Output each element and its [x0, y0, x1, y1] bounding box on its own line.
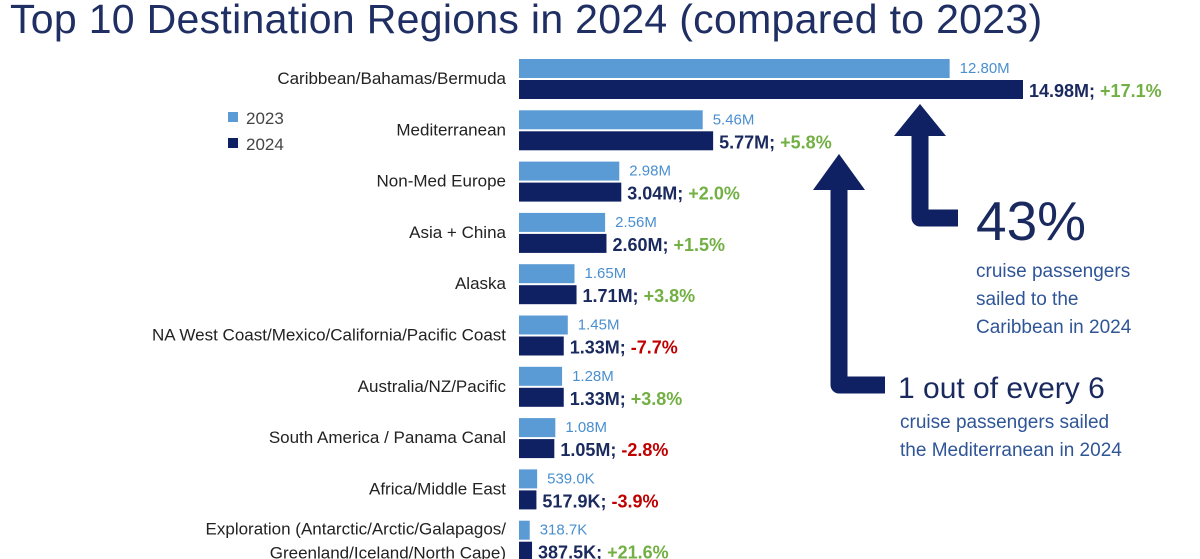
bar-2024	[519, 233, 607, 253]
value-2024: 1.33M;	[570, 389, 631, 409]
legend: 2023 2024	[228, 109, 284, 154]
category-label: Asia + China	[409, 223, 506, 242]
data-label-2023: 539.0K	[547, 470, 595, 487]
bar-2023	[519, 110, 703, 130]
category-label: Caribbean/Bahamas/Bermuda	[277, 69, 506, 88]
data-label-2023: 318.7K	[540, 522, 588, 539]
data-label-2023: 1.45M	[578, 317, 620, 334]
bar-2024	[519, 285, 577, 305]
data-label-2023: 12.80M	[960, 60, 1010, 77]
bar-2024	[519, 490, 537, 510]
change-percent: +5.8%	[780, 132, 832, 152]
value-2024: 517.9K;	[542, 491, 611, 511]
value-2024: 3.04M;	[627, 184, 688, 204]
chart-title: Top 10 Destination Regions in 2024 (comp…	[10, 0, 1043, 42]
bar-2024	[519, 336, 564, 356]
bar-2024	[519, 439, 555, 459]
annotation-text: cruise passengers sailed	[900, 412, 1109, 433]
annotation-text: sailed to the	[976, 289, 1078, 310]
annotations-group: 43% cruise passengers sailed to the Caribbe…	[898, 190, 1132, 461]
value-2024: 1.71M;	[583, 286, 644, 306]
legend-label: 2023	[246, 109, 284, 128]
value-2024: 2.60M;	[612, 235, 673, 255]
data-label-2024: 1.33M; -7.7%	[570, 338, 678, 358]
change-percent: -3.9%	[611, 491, 658, 511]
arrow-caribbean-head	[894, 104, 946, 136]
bar-2024	[519, 80, 1023, 99]
data-label-2024: 1.71M; +3.8%	[583, 286, 696, 306]
arrow-mediterranean-head	[813, 154, 865, 190]
change-percent: +3.8%	[631, 389, 683, 409]
value-2024: 1.05M;	[560, 440, 621, 460]
change-percent: +2.0%	[688, 184, 740, 204]
data-label-2023: 1.65M	[585, 265, 627, 282]
change-percent: -7.7%	[631, 338, 678, 358]
legend-swatch	[228, 112, 238, 122]
bar-2023	[519, 315, 568, 335]
data-label-2024: 387.5K; +21.6%	[538, 543, 669, 559]
arrow-caribbean-shaft	[911, 128, 958, 227]
annotation-text: Caribbean in 2024	[976, 317, 1132, 338]
bar-2023	[519, 161, 620, 181]
category-label: Greenland/Iceland/North Cape)	[270, 544, 506, 559]
category-label: Exploration (Antarctic/Arctic/Galapagos/	[206, 520, 507, 539]
bar-2024	[519, 182, 622, 202]
data-label-2024: 2.60M; +1.5%	[612, 235, 725, 255]
category-label: Mediterranean	[396, 120, 506, 139]
bar-2023	[519, 418, 556, 438]
data-label-2023: 1.28M	[572, 368, 614, 385]
bars-group	[519, 59, 1023, 559]
bar-2024	[519, 541, 533, 559]
annotation-headline: 43%	[976, 190, 1086, 252]
annotation-arrows	[813, 104, 958, 394]
bar-2023	[519, 366, 563, 386]
category-label: Alaska	[455, 274, 507, 293]
change-percent: +21.6%	[607, 543, 669, 559]
data-label-2023: 2.56M	[615, 214, 657, 231]
bar-2023	[519, 469, 538, 489]
category-label: South America / Panama Canal	[269, 428, 506, 447]
change-percent: -2.8%	[621, 440, 668, 460]
data-label-2023: 5.46M	[713, 111, 755, 128]
data-label-2024: 1.33M; +3.8%	[570, 389, 683, 409]
legend-label: 2024	[246, 135, 284, 154]
data-label-2024: 517.9K; -3.9%	[542, 491, 658, 511]
change-percent: +1.5%	[674, 235, 726, 255]
value-2024: 5.77M;	[719, 132, 780, 152]
data-label-2024: 3.04M; +2.0%	[627, 184, 740, 204]
bar-2023	[519, 59, 950, 78]
change-percent: +17.1%	[1100, 81, 1162, 101]
labels-group: Caribbean/Bahamas/Bermuda 12.80M 14.98M; +…	[152, 60, 1162, 559]
bar-2023	[519, 264, 575, 284]
value-2024: 1.33M;	[570, 338, 631, 358]
category-label: Non-Med Europe	[377, 172, 506, 191]
value-2024: 387.5K;	[538, 543, 607, 559]
change-percent: +3.8%	[644, 286, 696, 306]
category-label: NA West Coast/Mexico/California/Pacific …	[152, 326, 506, 345]
data-label-2023: 2.98M	[629, 163, 671, 180]
category-label: Africa/Middle East	[369, 479, 506, 498]
data-label-2024: 5.77M; +5.8%	[719, 132, 832, 152]
annotation-text: the Mediterranean in 2024	[900, 440, 1122, 461]
data-label-2024: 1.05M; -2.8%	[560, 440, 668, 460]
bar-2023	[519, 212, 606, 232]
bar-2024	[519, 131, 714, 151]
arrow-mediterranean-shaft	[830, 185, 885, 394]
bar-2023	[519, 520, 530, 540]
data-label-2023: 1.08M	[565, 419, 607, 436]
data-label-2024: 14.98M; +17.1%	[1029, 81, 1162, 101]
value-2024: 14.98M;	[1029, 81, 1100, 101]
legend-swatch	[228, 138, 238, 148]
annotation-text: cruise passengers	[976, 261, 1130, 282]
bar-2024	[519, 387, 564, 407]
category-label: Australia/NZ/Pacific	[358, 377, 507, 396]
annotation-headline: 1 out of every 6	[898, 372, 1105, 405]
